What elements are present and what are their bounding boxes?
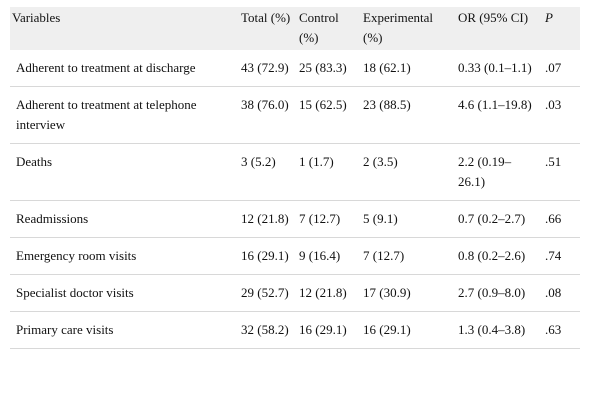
header-total: Total (%) (241, 10, 291, 25)
cell-total: 32 (58.2) (241, 322, 289, 337)
cell-experimental: 18 (62.1) (363, 60, 411, 75)
cell-p: .74 (545, 248, 562, 263)
table-row: Readmissions 12 (21.8) 7 (12.7) 5 (9.1) … (10, 201, 580, 238)
header-row: Variables Total (%) Control (%) Experime… (10, 7, 580, 50)
table-row: Emergency room visits 16 (29.1) 9 (16.4)… (10, 238, 580, 275)
table-row: Adherent to treatment at discharge 43 (7… (10, 50, 580, 87)
cell-p: .66 (545, 211, 562, 226)
cell-total: 29 (52.7) (241, 285, 289, 300)
cell-or: 4.6 (1.1–19.8) (458, 97, 532, 112)
cell-p: .07 (545, 60, 562, 75)
cell-control: 15 (62.5) (299, 97, 347, 112)
results-table: Variables Total (%) Control (%) Experime… (10, 7, 580, 349)
table-row: Deaths 3 (5.2) 1 (1.7) 2 (3.5) 2.2 (0.19… (10, 144, 580, 201)
cell-p: .03 (545, 97, 562, 112)
header-or: OR (95% CI) (458, 10, 529, 25)
header-experimental: Experimental (%) (363, 10, 434, 45)
cell-control: 16 (29.1) (299, 322, 347, 337)
cell-total: 43 (72.9) (241, 60, 289, 75)
table-header: Variables Total (%) Control (%) Experime… (10, 7, 580, 50)
cell-variable: Readmissions (16, 211, 89, 226)
cell-experimental: 16 (29.1) (363, 322, 411, 337)
cell-control: 9 (16.4) (299, 248, 341, 263)
cell-variable: Specialist doctor visits (16, 285, 134, 300)
cell-experimental: 23 (88.5) (363, 97, 411, 112)
cell-p: .63 (545, 322, 562, 337)
cell-experimental: 5 (9.1) (363, 211, 398, 226)
cell-or: 0.7 (0.2–2.7) (458, 211, 526, 226)
table-row: Primary care visits 32 (58.2) 16 (29.1) … (10, 312, 580, 349)
cell-p: .51 (545, 154, 562, 169)
header-p: P (545, 10, 553, 25)
cell-total: 38 (76.0) (241, 97, 289, 112)
cell-or: 1.3 (0.4–3.8) (458, 322, 526, 337)
header-control: Control (%) (299, 10, 339, 45)
cell-or: 2.7 (0.9–8.0) (458, 285, 526, 300)
cell-control: 1 (1.7) (299, 154, 334, 169)
table-body: Adherent to treatment at discharge 43 (7… (10, 50, 580, 349)
cell-total: 12 (21.8) (241, 211, 289, 226)
cell-variable: Emergency room visits (16, 248, 137, 263)
cell-experimental: 2 (3.5) (363, 154, 398, 169)
cell-total: 3 (5.2) (241, 154, 276, 169)
cell-variable: Adherent to treatment at telephone inter… (16, 97, 197, 132)
cell-total: 16 (29.1) (241, 248, 289, 263)
cell-variable: Adherent to treatment at discharge (16, 60, 196, 75)
cell-or: 0.8 (0.2–2.6) (458, 248, 526, 263)
cell-experimental: 17 (30.9) (363, 285, 411, 300)
cell-variable: Deaths (16, 154, 53, 169)
table-row: Specialist doctor visits 29 (52.7) 12 (2… (10, 275, 580, 312)
header-variables: Variables (12, 10, 61, 25)
cell-variable: Primary care visits (16, 322, 114, 337)
cell-p: .08 (545, 285, 562, 300)
cell-control: 7 (12.7) (299, 211, 341, 226)
cell-or: 2.2 (0.19–26.1) (458, 154, 512, 189)
table-row: Adherent to treatment at telephone inter… (10, 87, 580, 144)
cell-or: 0.33 (0.1–1.1) (458, 60, 532, 75)
cell-control: 12 (21.8) (299, 285, 347, 300)
cell-control: 25 (83.3) (299, 60, 347, 75)
cell-experimental: 7 (12.7) (363, 248, 405, 263)
